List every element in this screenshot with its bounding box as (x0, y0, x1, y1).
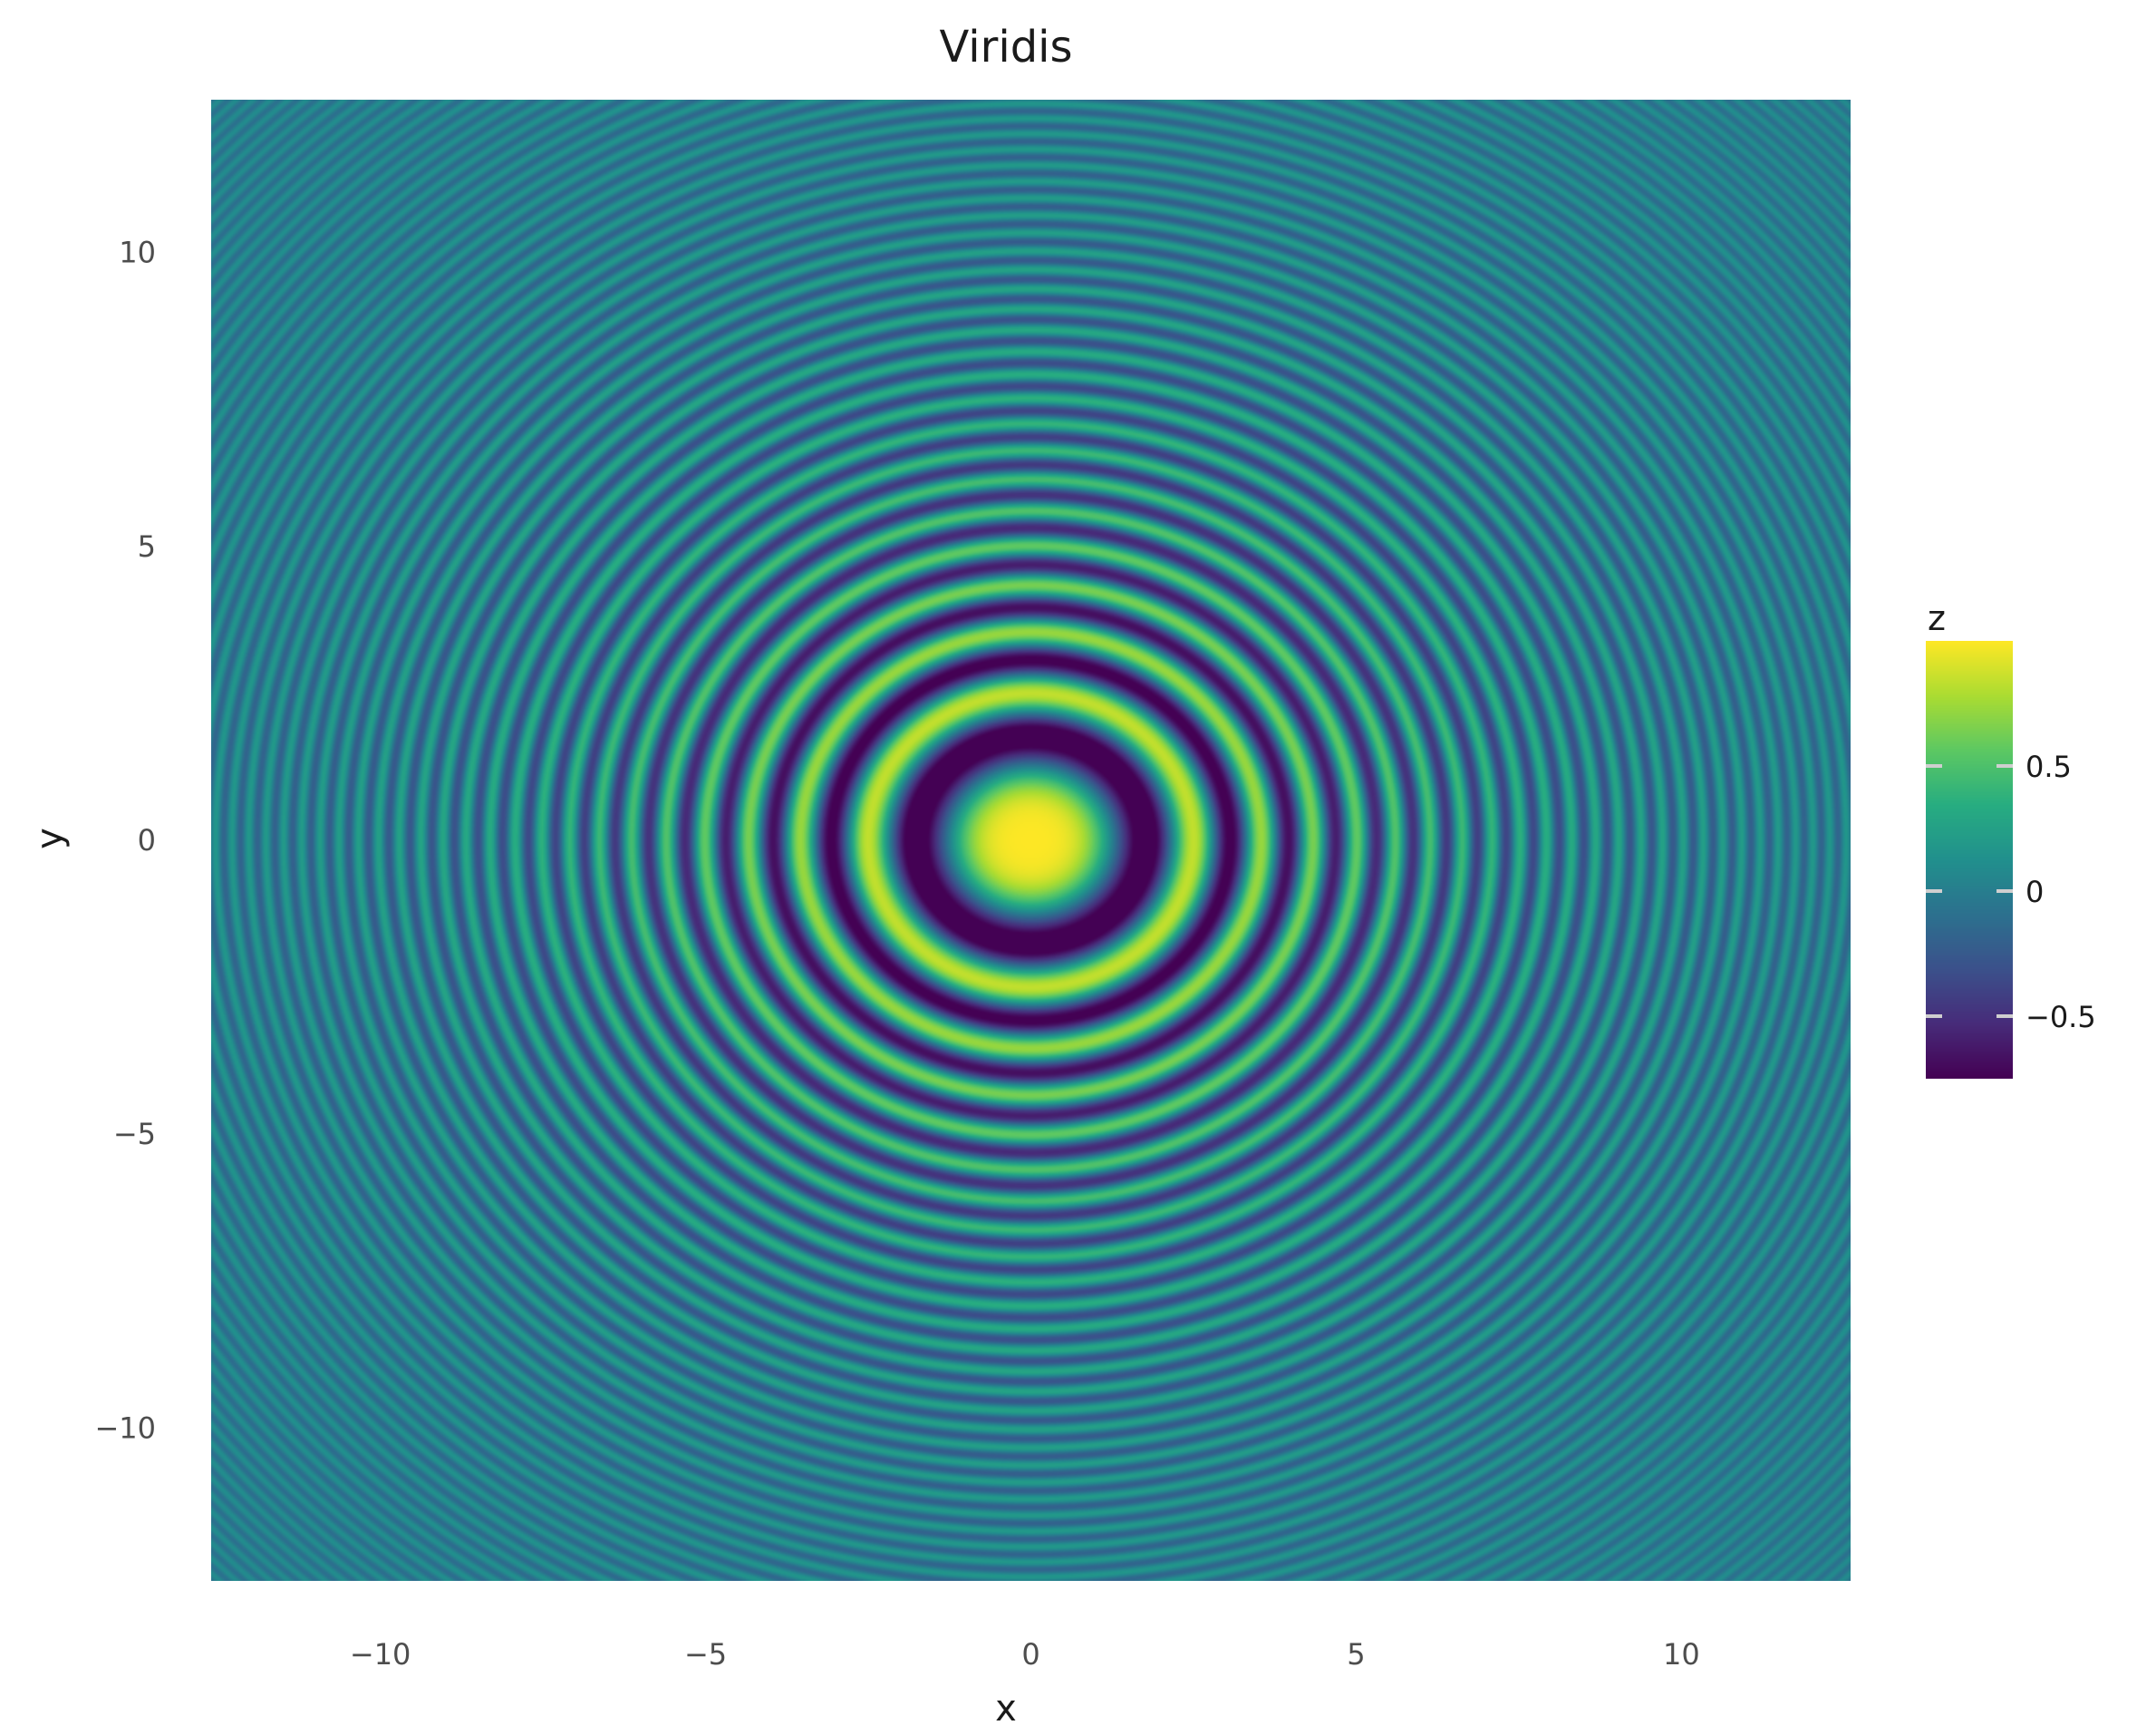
colorbar-tick-label: 0.5 (2025, 750, 2072, 784)
colorbar-ticks: 0.5 0 −0.5 (1926, 750, 2096, 1034)
colorbar (1926, 641, 2013, 1079)
y-tick-label: 10 (119, 236, 156, 270)
y-tick-label: −5 (113, 1117, 156, 1151)
colorbar-tick-label: 0 (2025, 875, 2044, 909)
y-tick-label: 5 (138, 529, 156, 564)
x-tick-label: −10 (350, 1637, 411, 1672)
y-tick-label: 0 (138, 823, 156, 858)
x-axis-ticks: −10 −5 0 5 10 (350, 1637, 1700, 1672)
x-tick-label: −5 (684, 1637, 727, 1672)
colorbar-tick-label: −0.5 (2025, 1000, 2096, 1034)
x-tick-label: 5 (1347, 1637, 1365, 1672)
y-axis-ticks: 10 5 0 −5 −10 (94, 236, 156, 1446)
y-tick-label: −10 (94, 1410, 156, 1445)
x-axis-label: x (995, 1688, 1017, 1730)
y-axis-label: y (29, 828, 71, 849)
x-tick-label: 0 (1021, 1637, 1039, 1672)
heatmap-plot-area (211, 100, 1851, 1581)
x-tick-label: 10 (1663, 1637, 1700, 1672)
colorbar-title: z (1928, 598, 1946, 638)
chart-title: Viridis (940, 22, 1073, 73)
